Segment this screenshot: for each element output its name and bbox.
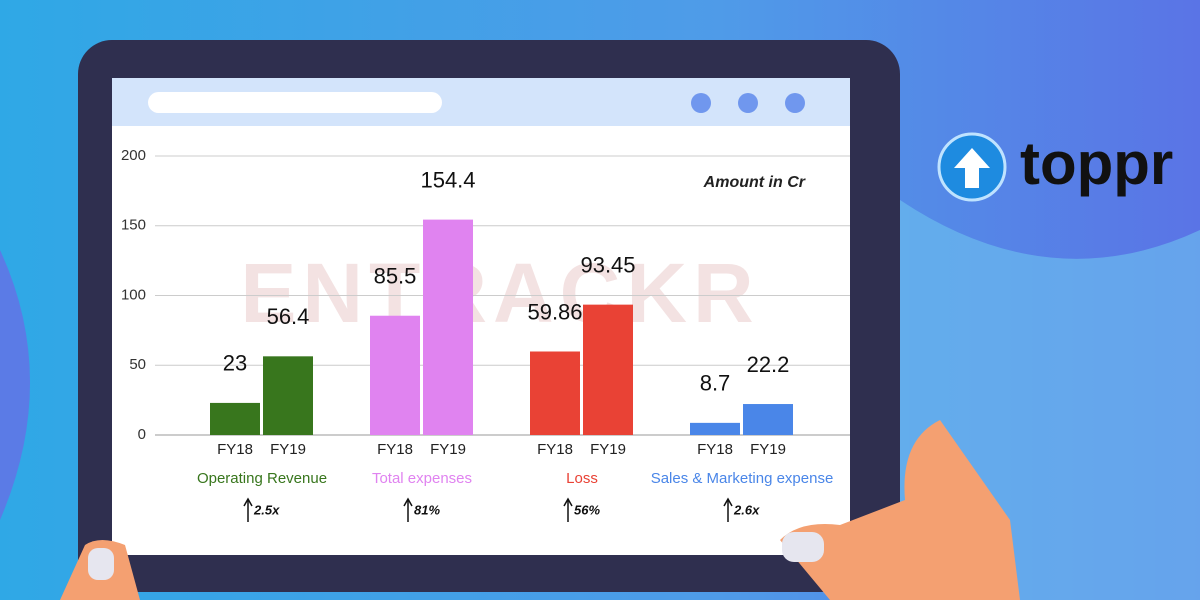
- y-tick-label: 0: [138, 426, 146, 443]
- tablet-screen: [112, 78, 850, 555]
- value-label: 154.4: [420, 167, 475, 192]
- bar: [743, 404, 793, 435]
- x-tick-label: FY18: [537, 441, 573, 458]
- bar: [423, 219, 473, 435]
- value-label: 56.4: [267, 304, 310, 329]
- logo-arrow: [954, 148, 990, 188]
- x-tick-label: FY19: [270, 441, 306, 458]
- growth-arrow-head: [403, 497, 413, 507]
- growth-label: 56%: [574, 502, 600, 517]
- bar: [370, 315, 420, 435]
- group-label: Sales & Marketing expense: [651, 470, 834, 487]
- y-tick-label: 100: [121, 286, 146, 303]
- browser-dot: [691, 93, 711, 113]
- growth-label: 81%: [414, 502, 440, 517]
- value-label: 23: [223, 351, 247, 376]
- x-tick-label: FY18: [377, 441, 413, 458]
- bar: [690, 422, 740, 435]
- x-tick-label: FY19: [750, 441, 786, 458]
- x-tick-label: FY18: [217, 441, 253, 458]
- value-label: 59.86: [527, 299, 582, 324]
- unit-note: Amount in Cr: [703, 174, 806, 191]
- x-tick-label: FY18: [697, 441, 733, 458]
- y-tick-label: 50: [129, 356, 146, 373]
- thumbnail: [782, 532, 824, 562]
- bar: [263, 356, 313, 435]
- y-tick-label: 200: [121, 147, 146, 164]
- address-bar: [148, 92, 442, 113]
- thumbnail: [88, 548, 114, 580]
- group-label: Operating Revenue: [197, 470, 327, 487]
- group-label: Loss: [566, 470, 598, 487]
- value-label: 8.7: [700, 371, 731, 396]
- brand: toppr: [1020, 130, 1173, 197]
- growth-arrow-head: [243, 497, 253, 507]
- background-shape: [0, 250, 30, 520]
- growth-label: 2.5x: [253, 502, 280, 517]
- plot: 0 50 100 150 200 23 FY18 56.4 FY19 Operating Reve…: [121, 147, 850, 522]
- browser-dot: [738, 93, 758, 113]
- growth-arrow-head: [723, 497, 733, 507]
- x-tick-label: FY19: [430, 441, 466, 458]
- value-label: 93.45: [580, 252, 635, 277]
- growth-label: 2.6x: [733, 502, 760, 517]
- bar: [210, 402, 260, 435]
- value-label: 85.5: [374, 264, 417, 289]
- right-hand: [780, 420, 1020, 600]
- x-tick-label: FY19: [590, 441, 626, 458]
- value-label: 22.2: [747, 352, 790, 377]
- y-tick-label: 150: [121, 217, 146, 234]
- group-label: Total expenses: [372, 470, 472, 487]
- growth-arrow-head: [563, 497, 573, 507]
- browser-dot: [785, 93, 805, 113]
- watermark: ENTRACKR: [240, 246, 759, 340]
- bar: [583, 304, 633, 435]
- bar: [530, 351, 580, 435]
